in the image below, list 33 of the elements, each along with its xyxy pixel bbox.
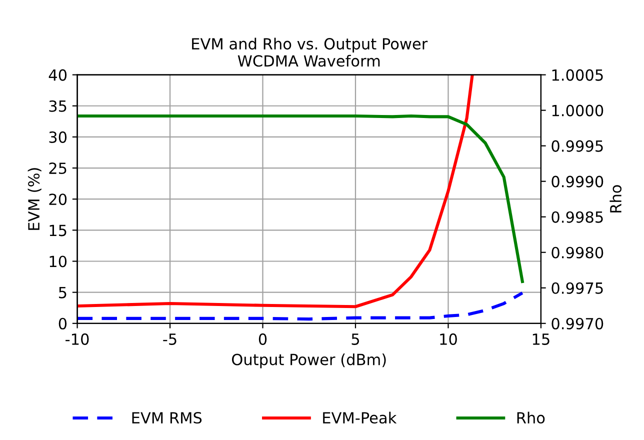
line-series — [77, 291, 524, 321]
legend-label: EVM RMS — [132, 412, 202, 424]
y-tick-label: 5 — [59, 286, 66, 298]
y-tick-label: 40 — [48, 69, 67, 81]
y2-tick-label: 1.0005 — [552, 69, 603, 81]
x-tick-label: -5 — [163, 334, 176, 345]
y-tick-label: 0 — [58, 318, 67, 330]
x-axis-title: Output Power (dBm) — [232, 353, 386, 368]
y-axis-title: EVM (%) — [28, 168, 42, 230]
legend-label: EVM-Peak — [323, 412, 397, 424]
y-tick-label: 10 — [50, 256, 67, 268]
y-tick-label: 30 — [49, 131, 67, 143]
x-tick-label: 5 — [352, 334, 360, 345]
legend-label: Rho — [517, 412, 545, 424]
y2-tick-label: 0.9980 — [552, 246, 604, 258]
y-tick-label: 20 — [49, 194, 67, 206]
y2-tick-label: 1.0000 — [552, 104, 604, 116]
y-tick-label: 35 — [49, 100, 66, 112]
line-series — [77, 74, 474, 308]
x-tick-label: -10 — [66, 333, 89, 345]
y2-axis-title: Rho — [610, 185, 622, 212]
x-tick-label: 0 — [258, 333, 267, 345]
x-tick-label: 10 — [440, 333, 457, 345]
y2-tick-label: 0.9975 — [552, 282, 603, 294]
line-series — [77, 114, 524, 284]
y2-tick-label: 0.9995 — [552, 140, 603, 152]
y2-tick-label: 0.9990 — [552, 176, 604, 188]
chart-title: EVM and Rho vs. Output Power WCDMA Waveform — [192, 38, 428, 67]
y-tick-label: 25 — [49, 162, 66, 174]
y2-tick-label: 0.9985 — [552, 211, 603, 223]
x-tick-label: 15 — [532, 334, 550, 345]
y2-tick-label: 0.9970 — [552, 318, 604, 330]
y-tick-label: 15 — [50, 224, 66, 236]
